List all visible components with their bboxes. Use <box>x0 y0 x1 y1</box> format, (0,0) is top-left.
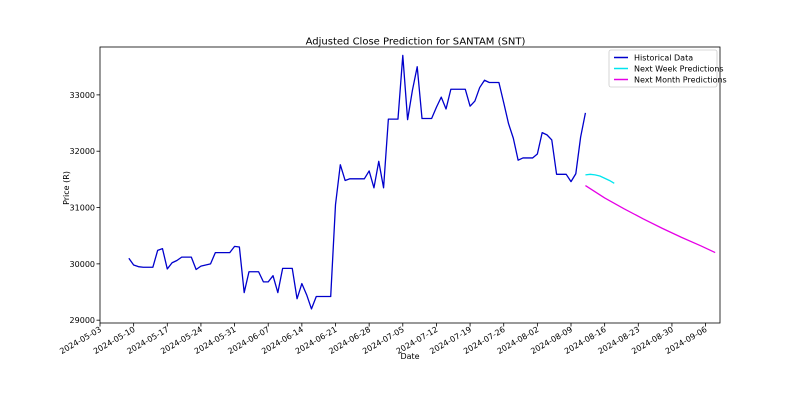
legend-entry-label: Historical Data <box>634 54 693 63</box>
y-axis-label: Price (R) <box>62 171 71 205</box>
series-line-1 <box>585 173 615 184</box>
legend-entry-label: Next Month Predictions <box>634 76 727 85</box>
series-line-2 <box>585 185 716 254</box>
legend-entry-label: Next Week Predictions <box>634 65 724 74</box>
chart-title: Adjusted Close Prediction for SANTAM (SN… <box>306 37 526 48</box>
legend-box <box>608 49 718 88</box>
y-tick-label: 32000 <box>70 147 95 156</box>
plot-area <box>99 46 721 324</box>
x-axis: 2024-05-032024-05-102024-05-172024-05-24… <box>58 323 709 356</box>
series-line-0 <box>128 54 587 310</box>
y-tick-label: 33000 <box>70 91 95 100</box>
series-layer <box>128 54 716 310</box>
y-tick-label: 30000 <box>70 260 95 269</box>
x-axis-label: Date <box>400 352 419 361</box>
y-tick-label: 31000 <box>70 204 95 213</box>
y-tick-label: 29000 <box>70 316 95 325</box>
y-axis: 29000 30000 31000 32000 33000 <box>70 91 100 325</box>
legend: Historical Data Next Week Predictions Next… <box>608 49 727 88</box>
